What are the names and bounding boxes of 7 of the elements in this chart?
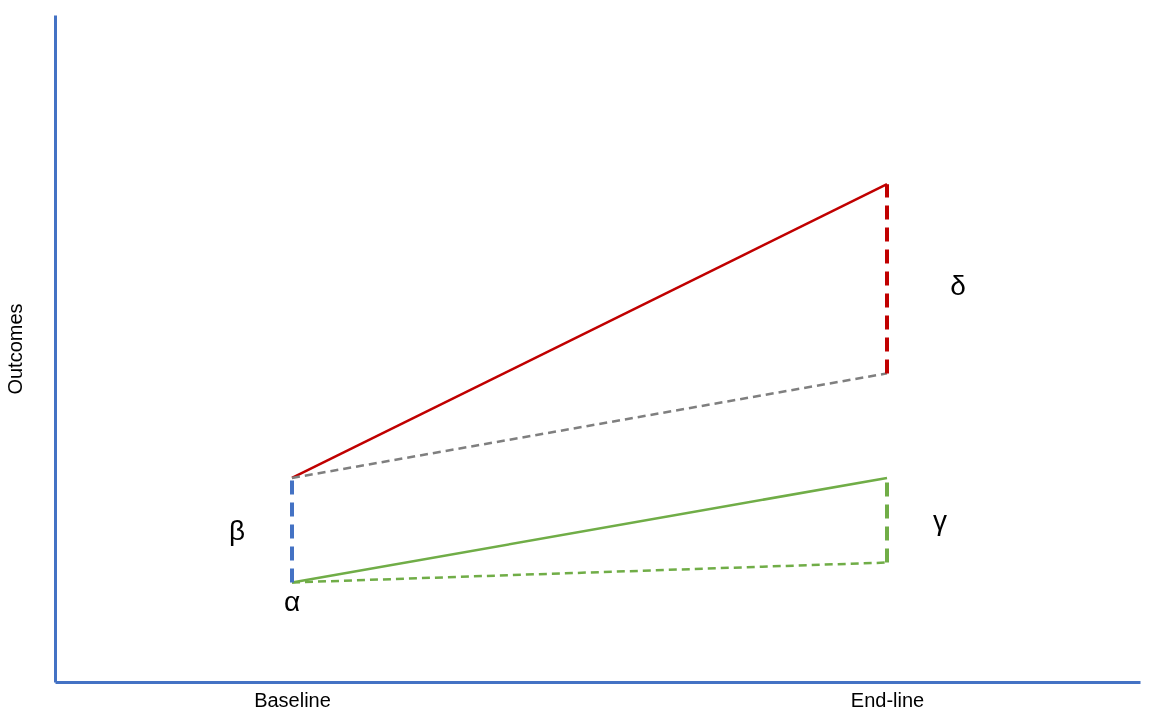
annotation: α [283,586,301,617]
annotation: γ [933,505,947,536]
annotation: β [228,515,246,546]
x-tick-label: End-line [850,688,925,711]
y-axis-title: Outcomes [3,303,26,395]
annotation: δ [950,270,966,301]
x-tick-label: Baseline [254,688,331,711]
